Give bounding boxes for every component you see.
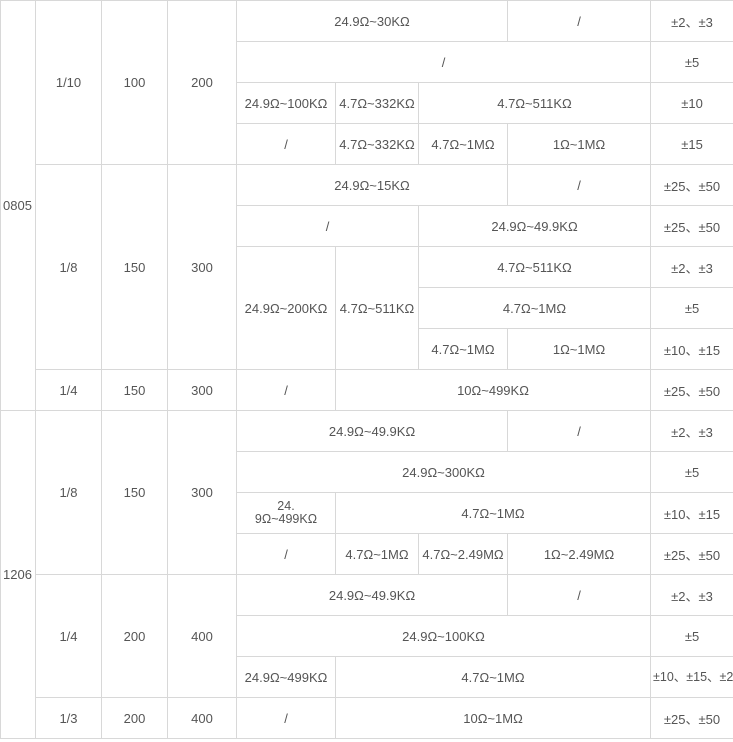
table-row: 24.9Ω~100KΩ 4.7Ω~332KΩ 4.7Ω~511KΩ ±10 [1,82,733,124]
voltage-cell: 100 [101,0,168,165]
tolerance-cell: ±5 [650,287,733,329]
range-cell: 4.7Ω~511KΩ [335,246,419,370]
voltage-cell: 400 [167,574,237,698]
power-cell: 1/3 [35,697,102,739]
power-cell: 1/8 [35,410,102,575]
tolerance-cell: ±5 [650,41,733,83]
range-cell: 10Ω~1MΩ [334,697,652,739]
range-cell: 4.7Ω~1MΩ [334,656,652,698]
table-row: 24.9Ω~200KΩ 4.7Ω~511KΩ 4.7Ω~511KΩ ±2、±3 [1,246,733,370]
tolerance-cell: ±10、±15、±25、±50 [650,656,733,698]
voltage-cell: 200 [101,574,168,698]
table-row: 1/4 150 300 / 10Ω~499KΩ ±25、±50 [1,369,733,411]
tolerance-cell: ±15 [650,123,733,165]
range-cell: 24.9Ω~499KΩ [236,656,336,698]
tolerance-cell: ±2、±3 [650,246,733,288]
table-row: / ±5 [1,41,733,83]
voltage-cell: 150 [101,410,168,575]
range-cell: 4.7Ω~332KΩ [335,82,419,124]
table-row: 1/8 150 300 24.9Ω~15KΩ / ±25、±50 [1,164,733,370]
tolerance-cell: ±2、±3 [650,410,733,452]
range-cell: 24.9Ω~100KΩ [235,615,652,657]
voltage-cell: 150 [101,164,168,370]
size-cell: 1206 [0,410,36,739]
range-cell: 4.7Ω~511KΩ [417,246,652,288]
table-row: / 4.7Ω~1MΩ 4.7Ω~2.49MΩ 1Ω~2.49MΩ ±25、±50 [1,533,733,575]
range-cell: / [507,164,652,206]
tolerance-cell: ±25、±50 [650,205,733,247]
tolerance-cell: ±10 [650,82,733,124]
voltage-cell: 200 [167,0,237,165]
voltage-cell: 300 [167,164,237,370]
tolerance-cell: ±5 [650,615,733,657]
tolerance-cell: ±2、±3 [650,0,733,42]
table-row: 1/4 200 400 24.9Ω~49.9KΩ / ±2、±3 [1,574,733,698]
tolerance-cell: ±25、±50 [650,164,733,206]
range-cell: 4.7Ω~511KΩ [417,82,652,124]
range-cell: 4.7Ω~1MΩ [335,533,419,575]
range-cell: 1Ω~2.49MΩ [507,533,652,575]
range-cell: 1Ω~1MΩ [507,328,652,370]
voltage-cell: 300 [167,410,237,575]
voltage-cell: 300 [167,369,237,411]
range-cell: / [507,0,652,42]
range-cell: 24.9Ω~100KΩ [236,82,336,124]
power-cell: 1/10 [35,0,102,165]
range-cell: 4.7Ω~332KΩ [335,123,419,165]
tolerance-cell: ±5 [650,451,733,493]
voltage-cell: 200 [101,697,168,739]
table-row: 4.7Ω~1MΩ ±5 [1,287,733,329]
power-cell: 1/4 [35,369,102,411]
range-cell: 4.7Ω~2.49MΩ [417,533,509,575]
power-cell: 1/4 [35,574,102,698]
range-cell: 24.9Ω~49.9KΩ [235,410,509,452]
range-cell: / [235,41,652,83]
range-cell: / [236,205,419,247]
range-cell: / [507,410,652,452]
table-row: / 4.7Ω~332KΩ 4.7Ω~1MΩ 1Ω~1MΩ ±15 [1,123,733,165]
tolerance-cell: ±25、±50 [650,533,733,575]
range-cell: 4.7Ω~1MΩ [417,287,652,329]
range-cell: / [236,533,336,575]
range-cell: 24.9Ω~30KΩ [235,0,509,42]
tolerance-cell: ±10、±15 [650,492,733,534]
range-cell: 24.9Ω~49.9KΩ [235,574,509,616]
range-cell: 4.7Ω~1MΩ [417,123,509,165]
tolerance-cell: ±25、±50 [650,369,733,411]
table-row: 1206 1/8 150 300 24.9Ω~49.9KΩ / ±2、±3 [0,410,733,739]
range-cell: 4.7Ω~1MΩ [417,328,509,370]
voltage-cell: 150 [101,369,168,411]
range-cell: 24.9Ω~300KΩ [235,451,652,493]
table-row: 1/3 200 400 / 10Ω~1MΩ ±25、±50 [1,697,733,739]
range-cell: 24.9Ω~15KΩ [235,164,509,206]
range-cell: 1Ω~1MΩ [507,123,652,165]
range-cell: / [236,123,336,165]
table-row: 4.7Ω~1MΩ 1Ω~1MΩ ±10、±15 [1,328,733,370]
range-cell: / [236,697,336,739]
range-cell: 10Ω~499KΩ [334,369,652,411]
range-cell: 24.9Ω~200KΩ [236,246,336,370]
range-cell: 4.7Ω~1MΩ [334,492,652,534]
power-cell: 1/8 [35,164,102,370]
size-cell: 0805 [0,0,36,411]
range-cell: 24.9Ω~49.9KΩ [417,205,652,247]
range-cell: / [236,369,336,411]
range-cell: 24. 9Ω~499KΩ [236,492,336,534]
tolerance-cell: ±10、±15 [650,328,733,370]
tolerance-cell: ±25、±50 [650,697,733,739]
tolerance-cell: ±2、±3 [650,574,733,616]
table-row: 0805 1/10 100 200 24.9Ω~30KΩ / ±2、±3 [0,0,733,411]
voltage-cell: 400 [167,697,237,739]
range-cell: / [507,574,652,616]
